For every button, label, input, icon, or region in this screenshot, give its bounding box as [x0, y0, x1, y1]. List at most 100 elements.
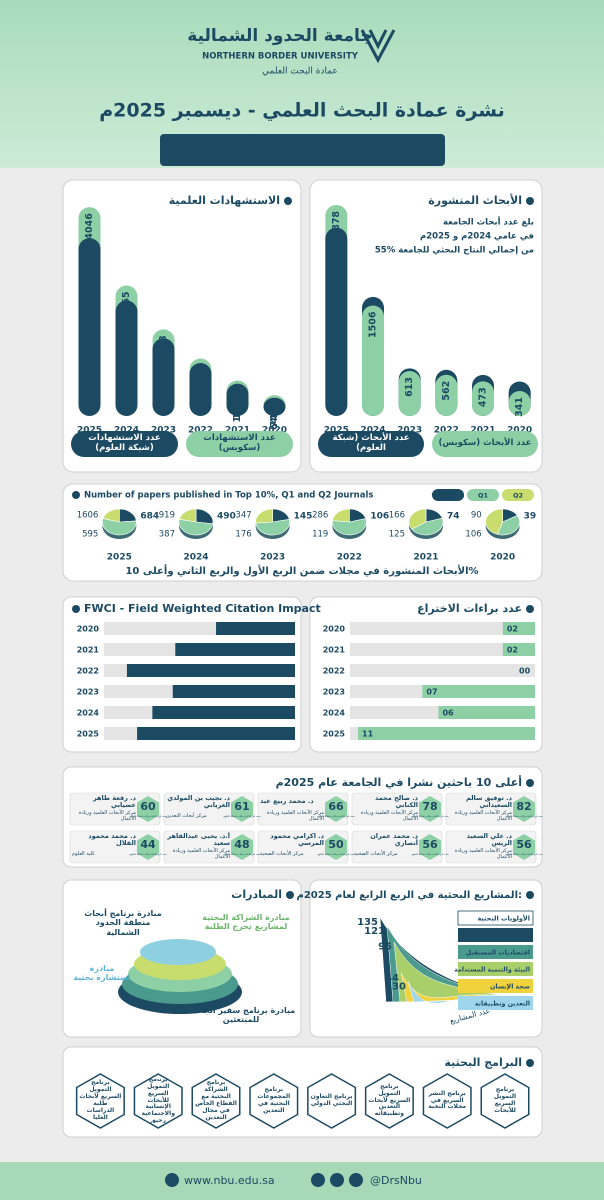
page-subtitle: مؤشرات البحث العلمي	[207, 141, 397, 161]
count-badge	[325, 834, 347, 860]
bar	[435, 374, 458, 416]
university-name: جامعة الحدود الشمالية	[187, 26, 372, 46]
x-tick-label: 2020	[490, 553, 515, 563]
bar	[175, 643, 295, 656]
title-bullet	[72, 605, 80, 613]
bar-track	[350, 643, 535, 656]
y-tick-label: 2024	[323, 709, 346, 718]
researcher-dept: مركز أبحاث التعدين	[166, 812, 207, 819]
program-label: برنامج المجموعات البحثية في التعدين	[257, 1086, 291, 1114]
researcher-name-box: د. اكرامي محمود المرسي	[270, 832, 324, 847]
section-title: الاستشهادات العلمية	[169, 194, 280, 207]
count-badge	[231, 796, 253, 822]
title-bullet	[526, 779, 534, 787]
legend-swatch	[458, 979, 533, 993]
pie-label: 286	[312, 511, 328, 521]
researcher-count: 50	[328, 838, 344, 851]
pie-slice	[178, 518, 214, 536]
legend-title-box	[457, 910, 534, 926]
deanship: عمادة البحث العلمي	[262, 67, 338, 77]
bar-value-label: 1.46	[156, 709, 176, 718]
program-label: برنامج التمويل السريع للأبحاث	[493, 1086, 517, 1114]
y-tick-label: 2024	[77, 709, 100, 718]
researcher-card	[445, 830, 537, 864]
legend-swatch	[458, 928, 533, 942]
initiative-label-box: مبادرة برنامج أبحاث منطقة الحدود الشمالي…	[84, 909, 162, 936]
bar-value-label: 1.56	[131, 667, 151, 676]
x-tick-label: 2024	[360, 426, 385, 436]
bar-track	[350, 622, 535, 635]
x-tick-label: 2025	[324, 426, 349, 436]
program-label-box: برنامج الشراكة البحثية مع القطاع الخاص ف…	[195, 1079, 237, 1121]
title-bullet	[72, 491, 80, 499]
legend-label-box: عدد الأبحاث (سكوبس)	[439, 438, 532, 448]
researcher-count: 56	[422, 838, 438, 851]
researcher-dept-box: مركز الأبحاث الصحية	[354, 850, 398, 857]
researcher-dept: مركز الأبحاث العلمية وريادة الأعمال	[78, 809, 136, 822]
bar-value-label: 6481	[269, 404, 280, 430]
count-badge	[137, 834, 159, 860]
badge-note: بحث في قاعدة بيانات شبكة العلوم	[411, 853, 449, 857]
badge-note: بحث في قاعدة بيانات شبكة العلوم	[223, 815, 261, 819]
initiative-label: مبادرة برنامج سفير الجامعة للمبتعثين	[186, 1005, 296, 1024]
bar	[172, 685, 295, 698]
bar-track	[350, 664, 535, 677]
initiative-label-box: مبادرة الشراكة البحثية لمشاريع تخرج الطل…	[202, 913, 290, 931]
researcher-name: د. صالح محمد الكناني	[375, 794, 418, 809]
pie-label: 74	[447, 512, 460, 522]
x-tick-label: 2023	[151, 426, 176, 436]
page-title: نشرة عمادة البحث العلمي - ديسمبر 2025م	[99, 100, 505, 122]
researcher-dept: مركز الأبحاث العلمية وريادة الأعمال	[454, 809, 512, 822]
chart-caption: الأبحاث المنشورة في مجلات ضمن الربع الأو…	[125, 564, 478, 577]
legend-label: عدد الاستشهادات (شبكة العلوم)	[88, 433, 161, 453]
program-label-box: برنامج التعاون البحثي الدولي	[311, 1093, 353, 1107]
legend-swatch	[458, 996, 533, 1010]
researcher-count: 56	[516, 838, 532, 851]
count-badge	[419, 834, 441, 860]
x-tick-label: 2024	[114, 426, 139, 436]
pie-slice	[408, 508, 427, 530]
researcher-dept-box: مركز أبحاث التعدين	[166, 812, 207, 819]
y-tick-label: 2020	[323, 625, 346, 634]
researcher-dept: مركز الأبحاث الصحية	[354, 850, 398, 857]
bar	[358, 727, 535, 740]
x-tick-label: 2021	[470, 426, 495, 436]
bar	[362, 305, 384, 416]
legend-pill	[502, 489, 534, 501]
bar-value-label: 11487	[232, 390, 243, 423]
pie-slice	[411, 517, 444, 536]
bar-value-label: 613	[404, 377, 415, 397]
x-tick-label: 2022	[434, 426, 459, 436]
program-hexagon	[364, 1073, 414, 1129]
legend-label: Q2	[513, 492, 523, 500]
bar-value-label: 1.52	[141, 730, 161, 739]
program-label: برنامج الشراكة البحثية مع القطاع الخاص ف…	[195, 1079, 237, 1121]
legend-label-box: عدد الاستشهادات (شبكة العلوم)	[88, 433, 161, 453]
bar-value-label: 341	[514, 397, 525, 417]
x-tick-label: 2021	[413, 553, 438, 563]
legend-label: عدد الأبحاث (شبكة العلوم)	[332, 433, 410, 453]
bar	[263, 397, 286, 416]
researcher-count: 44	[140, 838, 156, 851]
pie-label: 595	[82, 530, 98, 540]
y-tick-label: 2025	[323, 730, 346, 739]
section-title: المشاريع البحثية في الربع الرابع لعام 20…	[297, 890, 523, 901]
title-bullet	[284, 197, 292, 205]
x-tick-label: 2022	[188, 426, 213, 436]
x-tick-label: 2025	[77, 426, 102, 436]
bar	[137, 727, 295, 740]
bar	[216, 622, 295, 635]
pie-slice	[332, 518, 367, 536]
x-tick-label: 2023	[397, 426, 422, 436]
program-label: برنامج التمويل السريع لأبحاث طلبة الدراس…	[79, 1079, 122, 1121]
legend-label: صحة الإنسان	[490, 984, 530, 991]
bar-value-label: 63057	[84, 244, 95, 277]
program-hexagon	[307, 1073, 357, 1129]
y-tick-label: 2021	[323, 646, 346, 655]
title-bullet	[526, 197, 534, 205]
program-label-box: برنامج المجموعات البحثية في التعدين	[257, 1086, 291, 1114]
social-icons	[165, 1173, 363, 1187]
bar	[502, 622, 535, 635]
count-badge	[419, 796, 441, 822]
program-hexagon	[422, 1073, 472, 1129]
